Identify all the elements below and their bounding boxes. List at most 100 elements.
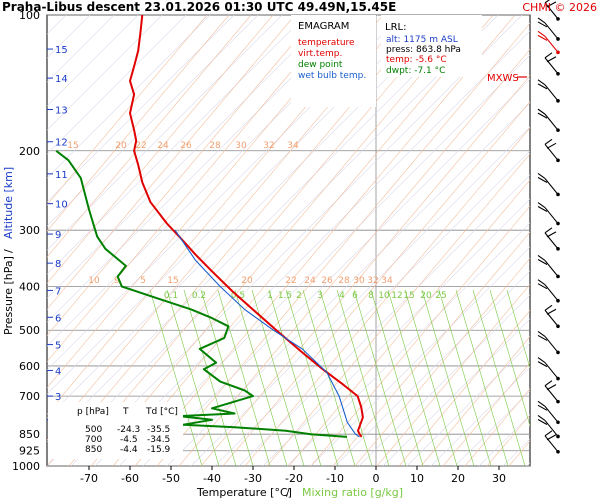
adiabat-line bbox=[354, 257, 530, 466]
isotherm-label: 24 bbox=[157, 141, 169, 151]
isotherm-label: 32 bbox=[367, 276, 378, 286]
pressure-tick-label: 400 bbox=[19, 281, 40, 294]
isotherm-line bbox=[214, 150, 530, 466]
temperature-tick-label: 30 bbox=[492, 472, 506, 485]
isotherm-line bbox=[94, 30, 530, 466]
isotherm-label: 22 bbox=[135, 141, 146, 151]
table-cell-t: -24.3 bbox=[117, 425, 140, 435]
altitude-tick-label: 12 bbox=[55, 138, 68, 149]
wind-barb-dot bbox=[556, 37, 560, 41]
adiabat-line bbox=[47, 15, 296, 310]
adiabat-line bbox=[332, 231, 530, 466]
mixing-ratio-line bbox=[489, 289, 530, 427]
wind-barb-dot bbox=[556, 420, 560, 425]
adiabat-line bbox=[47, 15, 274, 284]
mixing-ratio-label: 2 bbox=[296, 291, 302, 301]
wind-barb-flag bbox=[544, 227, 553, 234]
mixing-ratio-label: 4 bbox=[339, 291, 345, 301]
wind-barb-dot bbox=[556, 192, 560, 197]
isotherm-label: 5 bbox=[140, 276, 146, 286]
adiabat-line bbox=[442, 362, 530, 466]
wind-barb-flag bbox=[544, 138, 553, 145]
wind-barb-dot bbox=[556, 434, 560, 439]
table-cell-t: -4.4 bbox=[120, 445, 138, 455]
temperature-tick-label: 0 bbox=[373, 472, 380, 485]
isotherm-line bbox=[47, 15, 379, 347]
mixing-ratio-line bbox=[506, 289, 530, 369]
y-axis-title: Pressure [hPa] / Altitude [km] bbox=[2, 167, 15, 335]
pressure-tick-label: 600 bbox=[19, 360, 40, 373]
isotherm-line bbox=[406, 342, 530, 466]
mixing-ratio-label: 0.2 bbox=[192, 291, 206, 301]
plot-area bbox=[46, 14, 531, 467]
wind-barb-flag bbox=[544, 380, 553, 387]
wind-barb-flag bbox=[546, 308, 557, 315]
isotherm-line bbox=[47, 15, 475, 443]
mixing-ratio-line bbox=[285, 289, 339, 466]
x-axis-title-temperature: Temperature [°C] bbox=[196, 486, 292, 499]
wind-barb-flag bbox=[546, 1, 557, 8]
isotherm-line bbox=[47, 15, 403, 371]
isotherm-line bbox=[70, 15, 523, 466]
pressure-tick-label: 700 bbox=[19, 390, 40, 403]
wind-barb-flag bbox=[537, 17, 546, 24]
adiabat-line bbox=[178, 48, 530, 466]
wind-barb-flag bbox=[537, 173, 546, 179]
wind-barb-staff bbox=[544, 336, 559, 353]
wind-barb-flag bbox=[544, 430, 553, 437]
legend-item-dew-point: dew point bbox=[298, 60, 343, 70]
isotherm-label: 20 bbox=[241, 276, 253, 286]
wind-barb-staff bbox=[544, 284, 559, 302]
adiabat-line bbox=[47, 15, 252, 258]
pressure-tick-label: 200 bbox=[19, 145, 40, 158]
isotherm-line bbox=[118, 54, 530, 466]
temperature-tick-label: -20 bbox=[285, 472, 303, 485]
x-axis-title-separator: / bbox=[286, 486, 290, 499]
adiabat-line bbox=[47, 15, 340, 363]
wind-barb-dot bbox=[556, 274, 560, 279]
legend-title: EMAGRAM bbox=[298, 21, 349, 32]
isotherm-line bbox=[47, 15, 451, 419]
wind-barb-flag bbox=[537, 334, 548, 341]
wind-barb-flag bbox=[546, 384, 557, 391]
pressure-tick-label: 1000 bbox=[12, 460, 40, 473]
mixing-ratio-line bbox=[149, 289, 203, 466]
table-header-p: p [hPa] bbox=[77, 407, 109, 417]
profile-lines bbox=[55, 15, 364, 438]
table-header-t: T bbox=[122, 407, 129, 417]
wind-barb-flag bbox=[546, 142, 557, 149]
wind-barb-dot bbox=[556, 17, 560, 21]
adiabat-line bbox=[47, 15, 230, 232]
isotherm-line bbox=[47, 15, 355, 323]
wind-barb-staff bbox=[544, 260, 559, 277]
altitude-tick-label: 15 bbox=[55, 45, 68, 56]
y-axis-title-pressure: Pressure [hPa] bbox=[2, 256, 15, 335]
mixing-ratio-line bbox=[387, 289, 441, 466]
isotherm-label: 24 bbox=[304, 276, 316, 286]
isotherm-label: 20 bbox=[115, 141, 127, 151]
isotherm-label: 28 bbox=[338, 276, 350, 286]
isotherm-label: 28 bbox=[209, 141, 221, 151]
wind-barb-flag bbox=[537, 21, 548, 28]
wind-barb-dot bbox=[556, 50, 560, 55]
legend: EMAGRAM temperature virt.temp. dew point… bbox=[291, 15, 376, 107]
table-cell-p: 500 bbox=[85, 425, 102, 435]
wind-barb-dot bbox=[556, 158, 560, 163]
isotherm-line bbox=[310, 246, 530, 466]
wind-barb-flag bbox=[537, 418, 548, 425]
wind-barb-dot bbox=[556, 128, 560, 132]
lrl-dewpoint: dwpt: -7.1 °C bbox=[386, 66, 445, 76]
wind-barb-dot bbox=[556, 399, 560, 404]
table-cell-p: 700 bbox=[85, 435, 102, 445]
wind-barb-staff bbox=[544, 22, 559, 40]
mixing-ratio-label: 25 bbox=[435, 291, 446, 301]
wind-barb-staff bbox=[544, 232, 559, 250]
x-axis-title-mixing-ratio: Mixing ratio [g/kg] bbox=[302, 486, 403, 499]
isotherm-line bbox=[47, 15, 307, 275]
isotherm-line bbox=[262, 198, 530, 466]
temperature-tick-label: 10 bbox=[410, 472, 424, 485]
pressure-tick-label: 100 bbox=[19, 9, 40, 22]
adiabat-line bbox=[134, 15, 516, 466]
level-table: p [hPa] T Td [°C] 500 -24.3 -35.5 700 -4… bbox=[48, 402, 183, 459]
